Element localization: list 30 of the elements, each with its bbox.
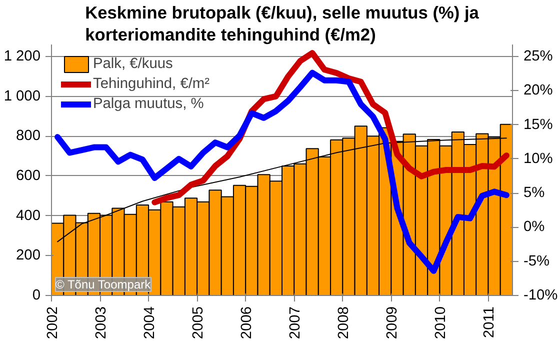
x-tick-label: 2010 — [433, 306, 450, 340]
y2-tick-label: -5% — [524, 253, 550, 270]
legend-label: Palk, €/kuus — [93, 56, 173, 72]
y2-tick-label: 25% — [524, 48, 553, 64]
y-tick-label: 800 — [16, 128, 41, 144]
annotation: © Tõnu Toompark — [56, 278, 152, 292]
legend-label: Tehinguhind, €/m² — [93, 76, 210, 92]
legend-label: Palga muutus, % — [93, 96, 204, 112]
x-tick-label: 2008 — [336, 306, 352, 340]
chart-title: Keskmine brutopalk (€/kuu), selle muutus (%) ja korteriomandite tehinguhind (€/m2) — [85, 2, 480, 44]
y2-tick-label: 5% — [524, 185, 545, 202]
x-tick-label: 2003 — [94, 306, 110, 340]
y2-tick-label: -10% — [524, 288, 558, 304]
x-tick-label: 2007 — [288, 306, 304, 340]
x-tick-label: 2011 — [482, 306, 498, 338]
x-tick-label: 2006 — [239, 306, 256, 340]
x-tick-label: 2004 — [142, 306, 158, 340]
y-tick-label: 1 200 — [4, 48, 41, 64]
y-tick-label: 0 — [32, 288, 41, 304]
y-tick-label: 600 — [16, 168, 41, 184]
x-tick-label: 2002 — [45, 306, 61, 340]
x-tick-label: 2009 — [384, 306, 401, 340]
y-tick-label: 200 — [16, 248, 41, 264]
y-tick-label: 400 — [16, 208, 41, 224]
y2-tick-label: 0% — [524, 219, 545, 236]
y2-tick-label: 10% — [524, 150, 553, 167]
y2-tick-label: 15% — [524, 116, 553, 133]
y2-tick-label: 20% — [524, 82, 553, 99]
x-tick-label: 2005 — [190, 306, 207, 340]
y-tick-label: 1 000 — [4, 88, 41, 104]
